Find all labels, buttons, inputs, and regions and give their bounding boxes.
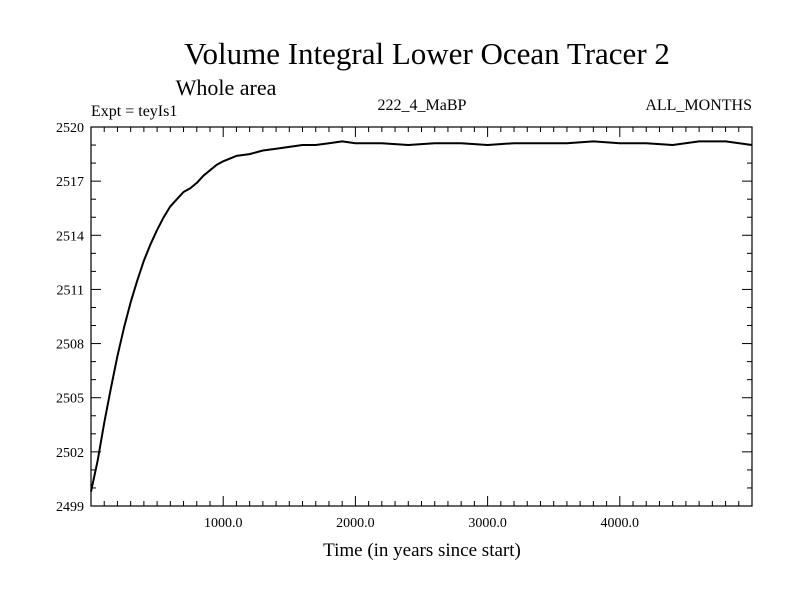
chart-title: Volume Integral Lower Ocean Tracer 2	[184, 36, 670, 71]
x-axis-title: Time (in years since start)	[323, 540, 521, 561]
months-label: ALL_MONTHS	[645, 97, 752, 114]
y-tick-label: 2520	[56, 121, 84, 136]
plot-frame	[90, 126, 753, 507]
expt-label: Expt = teyIs1	[91, 103, 177, 120]
series-line	[90, 140, 753, 492]
y-tick-label: 2511	[57, 283, 84, 298]
tick-label-group: 1000.0 2000.0 3000.0 4000.0 2499 2502 2505 2508…	[56, 121, 639, 531]
x-tick-label: 1000.0	[204, 516, 243, 531]
y-tick-label: 2508	[56, 338, 84, 353]
x-tick-label: 4000.0	[601, 516, 640, 531]
y-tick-label: 2505	[56, 392, 84, 407]
y-tick-label: 2499	[56, 500, 84, 515]
tick-group	[91, 127, 752, 506]
chart-subtitle: Whole area	[176, 75, 277, 100]
run-label: 222_4_MaBP	[378, 97, 467, 114]
y-tick-label: 2517	[56, 175, 84, 190]
y-tick-label: 2514	[56, 229, 84, 244]
x-tick-label: 2000.0	[336, 516, 375, 531]
y-tick-label: 2502	[56, 446, 84, 461]
x-tick-label: 3000.0	[468, 516, 507, 531]
